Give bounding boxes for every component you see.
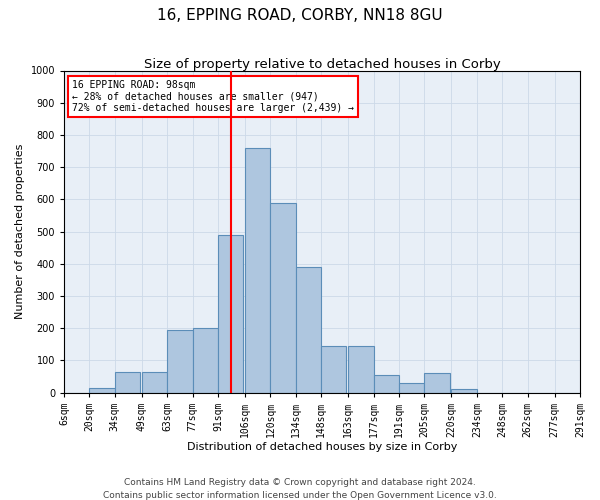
- Bar: [321, 346, 346, 393]
- Bar: [348, 346, 374, 393]
- Bar: [167, 330, 193, 392]
- Bar: [142, 372, 167, 392]
- Bar: [424, 374, 449, 392]
- Bar: [245, 148, 271, 392]
- Bar: [271, 202, 296, 392]
- Text: 16 EPPING ROAD: 98sqm
← 28% of detached houses are smaller (947)
72% of semi-det: 16 EPPING ROAD: 98sqm ← 28% of detached …: [72, 80, 354, 114]
- Text: 16, EPPING ROAD, CORBY, NN18 8GU: 16, EPPING ROAD, CORBY, NN18 8GU: [157, 8, 443, 22]
- Bar: [296, 267, 321, 392]
- Bar: [399, 383, 424, 392]
- Bar: [374, 375, 399, 392]
- Bar: [451, 390, 477, 392]
- Bar: [89, 388, 115, 392]
- Bar: [193, 328, 218, 392]
- Bar: [218, 235, 243, 392]
- X-axis label: Distribution of detached houses by size in Corby: Distribution of detached houses by size …: [187, 442, 457, 452]
- Text: Contains HM Land Registry data © Crown copyright and database right 2024.
Contai: Contains HM Land Registry data © Crown c…: [103, 478, 497, 500]
- Y-axis label: Number of detached properties: Number of detached properties: [15, 144, 25, 320]
- Bar: [115, 372, 140, 392]
- Title: Size of property relative to detached houses in Corby: Size of property relative to detached ho…: [143, 58, 500, 70]
